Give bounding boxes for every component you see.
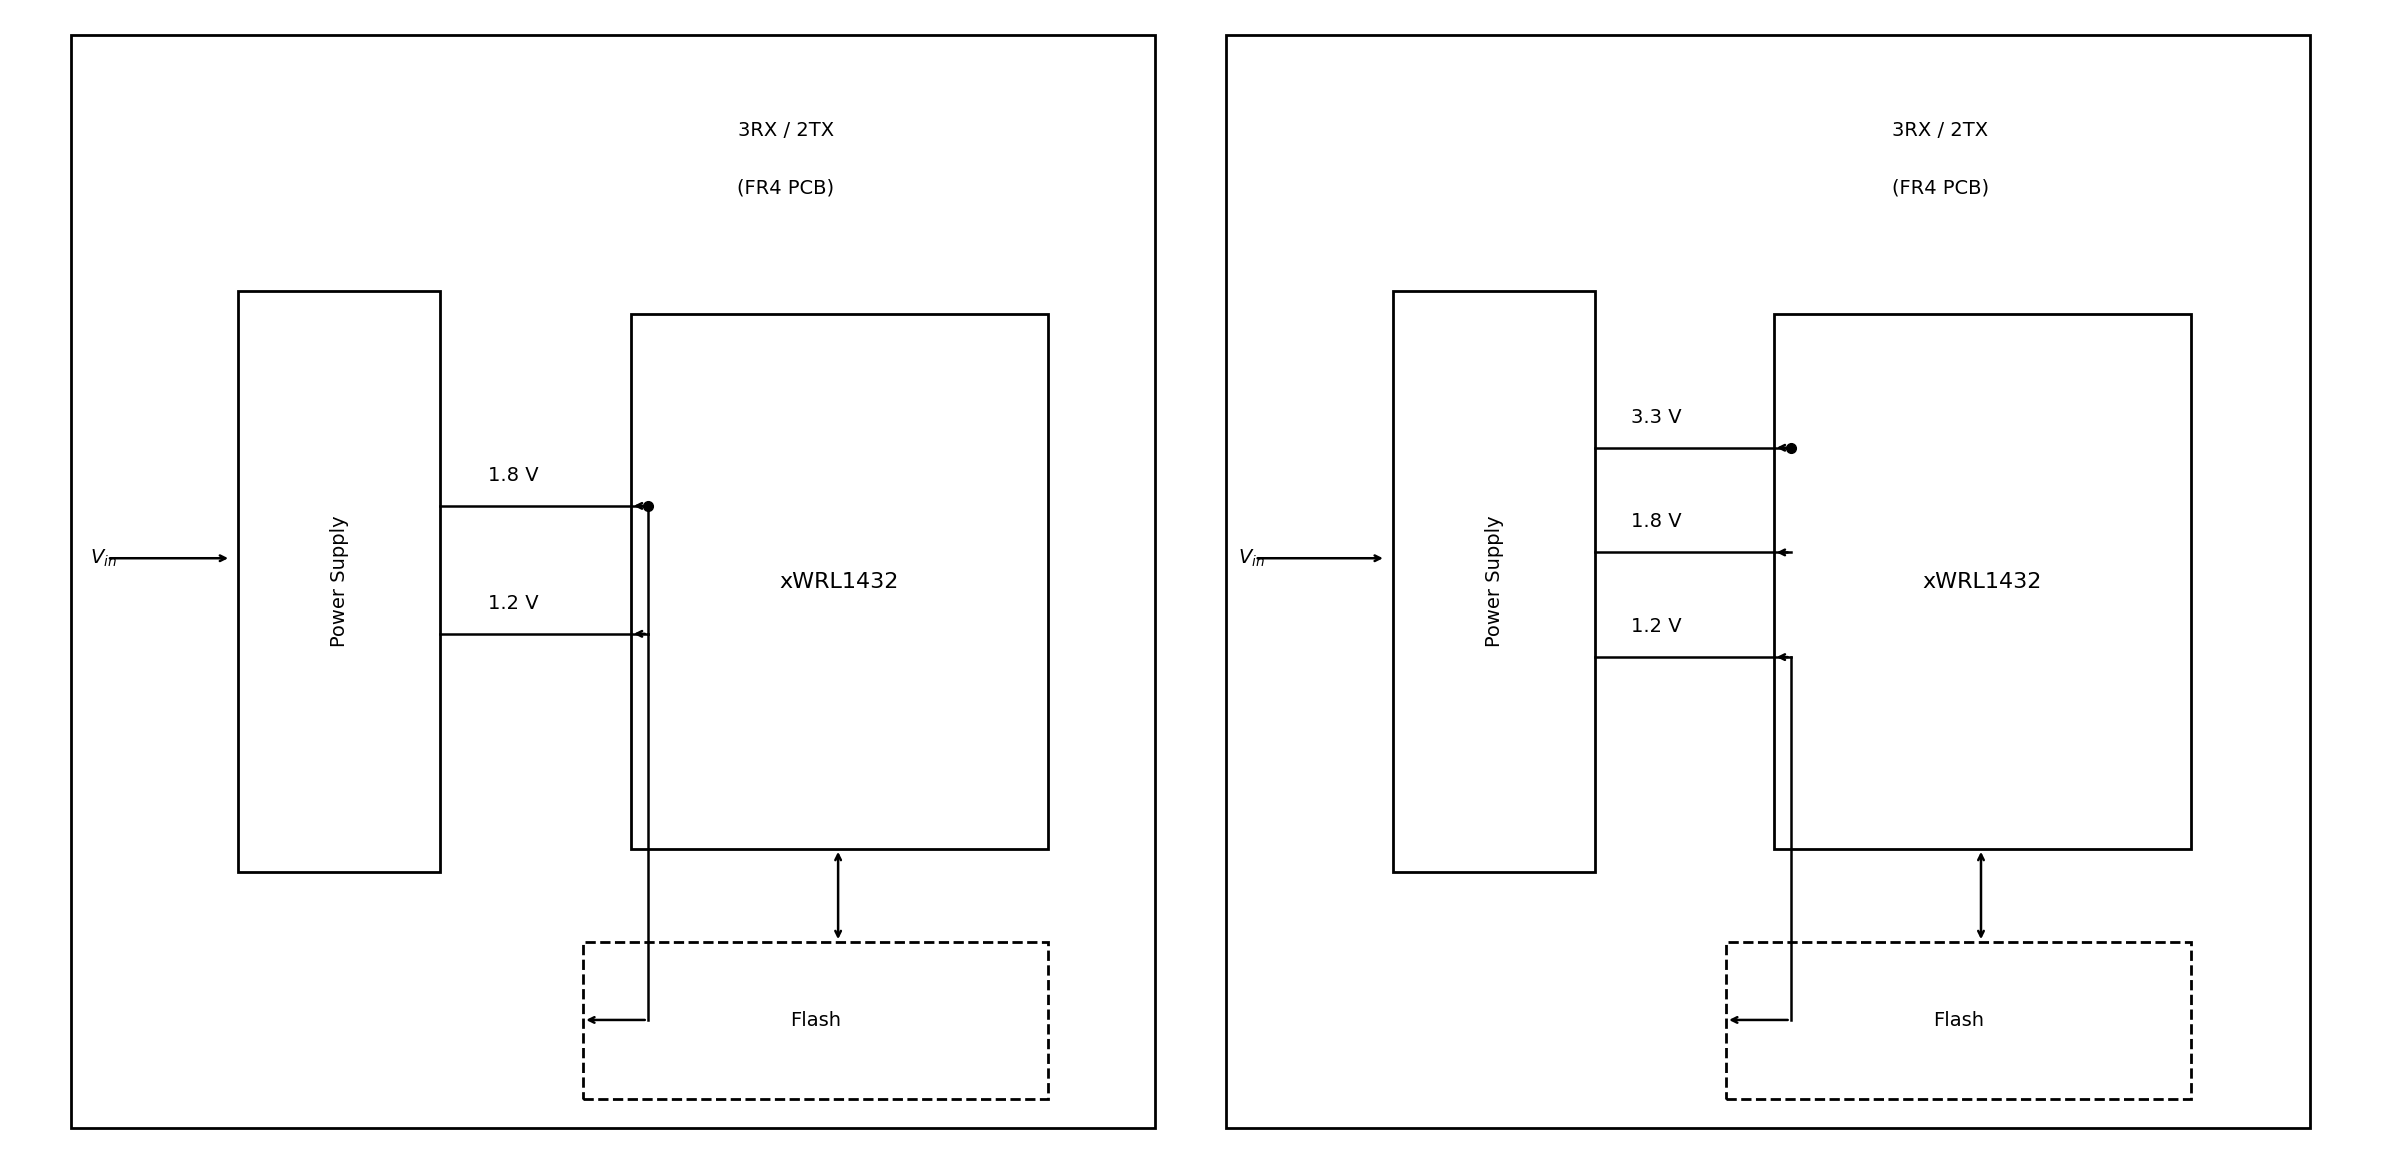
Text: 1.2 V: 1.2 V — [1631, 618, 1681, 636]
Text: 1.8 V: 1.8 V — [488, 466, 538, 485]
Text: Power Supply: Power Supply — [1486, 515, 1502, 648]
Text: 1.8 V: 1.8 V — [1631, 513, 1681, 531]
Text: Flash: Flash — [790, 1011, 840, 1030]
Bar — [71, 35, 1155, 1128]
Text: 3RX / 2TX: 3RX / 2TX — [738, 121, 833, 140]
Text: $V_{in}$: $V_{in}$ — [90, 548, 117, 569]
Bar — [1226, 35, 2310, 1128]
Bar — [583, 942, 1048, 1099]
Text: (FR4 PCB): (FR4 PCB) — [738, 179, 833, 198]
Text: Flash: Flash — [1933, 1011, 1983, 1030]
Text: Power Supply: Power Supply — [331, 515, 348, 648]
Bar — [1774, 314, 2191, 849]
Text: (FR4 PCB): (FR4 PCB) — [1893, 179, 1988, 198]
Text: 3.3 V: 3.3 V — [1631, 408, 1681, 427]
Bar — [238, 291, 440, 872]
Text: xWRL1432: xWRL1432 — [779, 571, 900, 592]
Text: 3RX / 2TX: 3RX / 2TX — [1893, 121, 1988, 140]
Text: 1.2 V: 1.2 V — [488, 594, 538, 613]
Bar — [631, 314, 1048, 849]
Text: $V_{in}$: $V_{in}$ — [1238, 548, 1264, 569]
Bar — [1726, 942, 2191, 1099]
Bar — [1393, 291, 1595, 872]
Text: xWRL1432: xWRL1432 — [1921, 571, 2043, 592]
